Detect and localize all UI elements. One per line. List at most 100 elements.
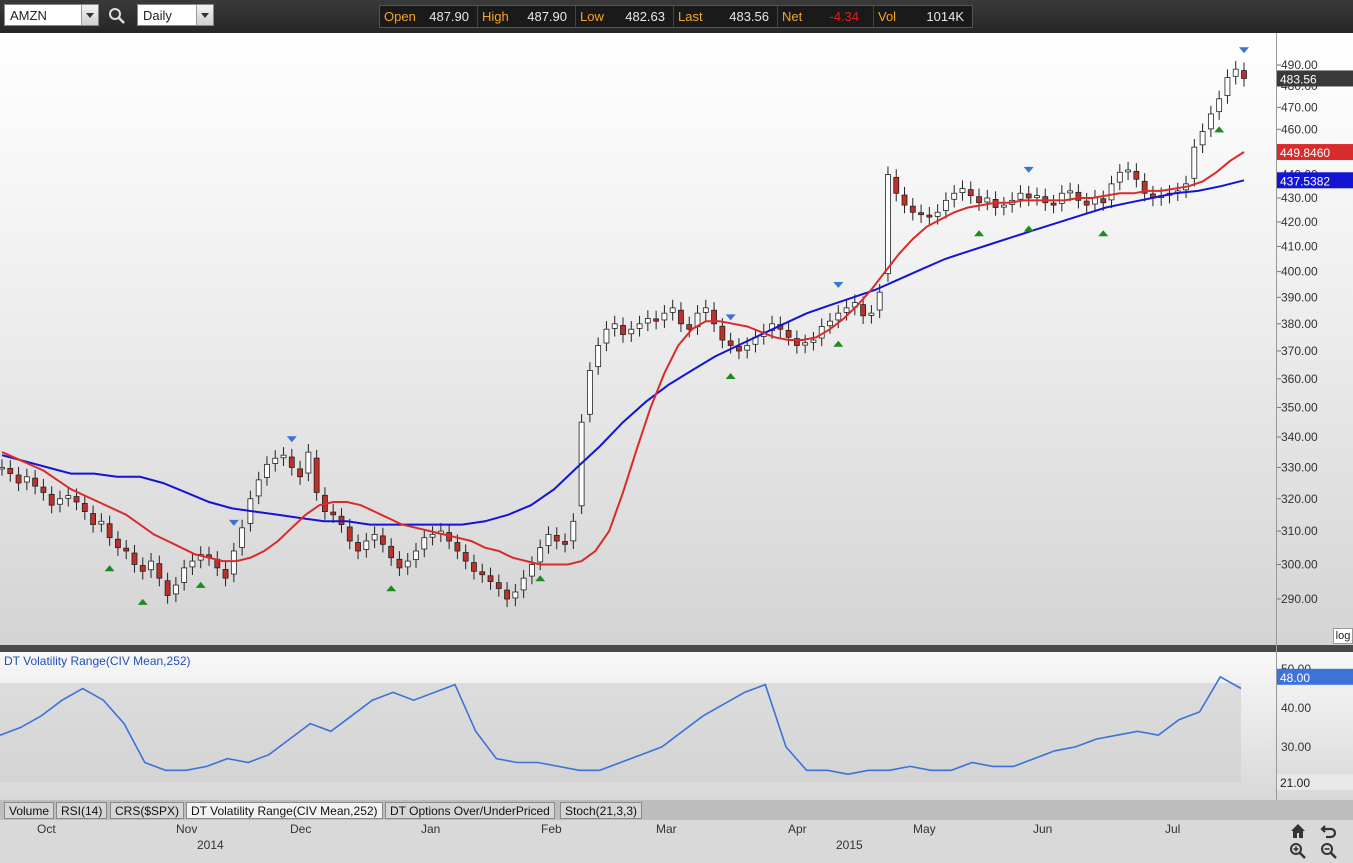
candle-body bbox=[1025, 193, 1032, 199]
log-scale-toggle[interactable]: log bbox=[1333, 628, 1353, 644]
candle-body bbox=[1125, 169, 1131, 173]
month-label: Nov bbox=[176, 822, 198, 836]
pivot-marker bbox=[104, 565, 115, 572]
candle-body bbox=[346, 526, 353, 542]
search-icon[interactable] bbox=[107, 6, 127, 26]
candle-body bbox=[951, 192, 958, 200]
quote-last: Last 483.56 bbox=[674, 6, 778, 27]
candle-body bbox=[1017, 192, 1024, 200]
last-price-tag-bg bbox=[1277, 70, 1353, 87]
price-tick-label: 430.00 bbox=[1281, 191, 1318, 205]
interval-value[interactable]: Daily bbox=[143, 8, 172, 23]
tab-options-over-under[interactable]: DT Options Over/UnderPriced bbox=[385, 802, 555, 819]
tab-stoch[interactable]: Stoch(21,3,3) bbox=[560, 802, 643, 819]
panel-separator[interactable] bbox=[0, 645, 1353, 652]
home-icon[interactable] bbox=[1289, 822, 1307, 840]
pivot-marker bbox=[833, 340, 844, 347]
quote-vol-value: 1014K bbox=[926, 9, 964, 24]
candle-body bbox=[1092, 197, 1098, 205]
candle-body bbox=[15, 474, 22, 484]
tab-volatility-range[interactable]: DT Volatility Range(CIV Mean,252) bbox=[186, 802, 383, 819]
candle-body bbox=[0, 467, 5, 470]
candle-body bbox=[148, 560, 154, 571]
candle-body bbox=[520, 577, 527, 591]
candle-body bbox=[909, 205, 916, 213]
zoom-in-icon[interactable] bbox=[1289, 842, 1307, 860]
candle-body bbox=[967, 189, 974, 197]
pivot-marker bbox=[137, 598, 148, 605]
quote-vol-label: Vol bbox=[878, 9, 897, 24]
candle-body bbox=[686, 324, 693, 330]
candle-body bbox=[1083, 200, 1090, 206]
candle-body bbox=[736, 345, 742, 352]
quote-net-label: Net bbox=[782, 9, 803, 24]
undo-icon[interactable] bbox=[1320, 822, 1338, 840]
year-label: 2014 bbox=[197, 838, 224, 852]
candle-body bbox=[181, 567, 188, 583]
candle-body bbox=[429, 533, 436, 538]
candle-body bbox=[793, 338, 800, 346]
candle-body bbox=[1034, 195, 1040, 199]
ma-fast-tag-bg bbox=[1277, 144, 1353, 161]
moving-average-fast bbox=[1, 151, 1245, 566]
price-tick-label: 290.00 bbox=[1281, 592, 1318, 606]
candle-body bbox=[156, 563, 163, 579]
month-label: Feb bbox=[541, 822, 562, 836]
zoom-out-icon[interactable] bbox=[1320, 842, 1338, 860]
price-chart[interactable]: 490.00480.00470.00460.00450.00440.00430.… bbox=[0, 33, 1353, 645]
candle-body bbox=[595, 345, 602, 368]
candle-body bbox=[529, 564, 535, 577]
candle-body bbox=[1224, 77, 1231, 96]
candle-body bbox=[421, 537, 428, 550]
year-label: 2015 bbox=[836, 838, 863, 852]
toolbar: AMZN Daily Open 487.90 High 487.90 Low 482.… bbox=[0, 0, 1353, 33]
candle-body bbox=[711, 309, 717, 325]
price-tick-label: 380.00 bbox=[1281, 317, 1318, 331]
chevron-down-icon[interactable] bbox=[81, 5, 98, 25]
price-tick-label: 460.00 bbox=[1281, 122, 1318, 136]
peak-marker bbox=[286, 436, 297, 443]
candle-body bbox=[48, 493, 55, 506]
peak-marker bbox=[228, 519, 239, 526]
candle-body bbox=[288, 456, 295, 468]
candle-body bbox=[1116, 171, 1123, 183]
candle-body bbox=[669, 307, 676, 313]
price-chart-panel[interactable]: 490.00480.00470.00460.00450.00440.00430.… bbox=[0, 33, 1353, 645]
indicator-tabs: Volume RSI(14) CRS($SPX) DT Volatility R… bbox=[0, 800, 1353, 820]
candle-body bbox=[396, 558, 403, 569]
candle-body bbox=[586, 370, 593, 415]
candle-body bbox=[802, 342, 809, 346]
candle-body bbox=[512, 591, 519, 599]
tab-rsi[interactable]: RSI(14) bbox=[56, 802, 108, 819]
candle-body bbox=[40, 486, 47, 493]
peak-marker bbox=[833, 282, 844, 289]
candle-body bbox=[272, 457, 279, 464]
candle-body bbox=[222, 569, 229, 579]
tab-volume[interactable]: Volume bbox=[4, 802, 55, 819]
symbol-combo[interactable]: AMZN bbox=[4, 4, 99, 26]
chevron-down-icon[interactable] bbox=[196, 5, 213, 25]
candle-body bbox=[172, 584, 179, 595]
quote-net-value: -4.34 bbox=[829, 9, 859, 24]
quote-low-value: 482.63 bbox=[625, 9, 665, 24]
tab-crs[interactable]: CRS($SPX) bbox=[110, 802, 185, 819]
candle-body bbox=[371, 533, 378, 541]
candle-body bbox=[330, 511, 337, 516]
symbol-value[interactable]: AMZN bbox=[10, 8, 47, 23]
interval-combo[interactable]: Daily bbox=[137, 4, 214, 26]
price-tick-label: 360.00 bbox=[1281, 372, 1318, 386]
candle-body bbox=[1241, 70, 1247, 79]
time-axis[interactable]: Oct Nov Dec Jan Feb Mar Apr May Jun Jul … bbox=[0, 820, 1353, 861]
pivot-marker bbox=[1098, 230, 1109, 237]
month-label: Oct bbox=[37, 822, 56, 836]
candle-body bbox=[603, 328, 610, 344]
price-tick-label: 420.00 bbox=[1281, 215, 1318, 229]
candle-body bbox=[1216, 98, 1223, 113]
quote-high: High 487.90 bbox=[478, 6, 576, 27]
price-tick-label: 340.00 bbox=[1281, 430, 1318, 444]
quote-net: Net -4.34 bbox=[778, 6, 874, 27]
candle-body bbox=[1050, 202, 1057, 206]
price-tick-label: 310.00 bbox=[1281, 524, 1318, 538]
